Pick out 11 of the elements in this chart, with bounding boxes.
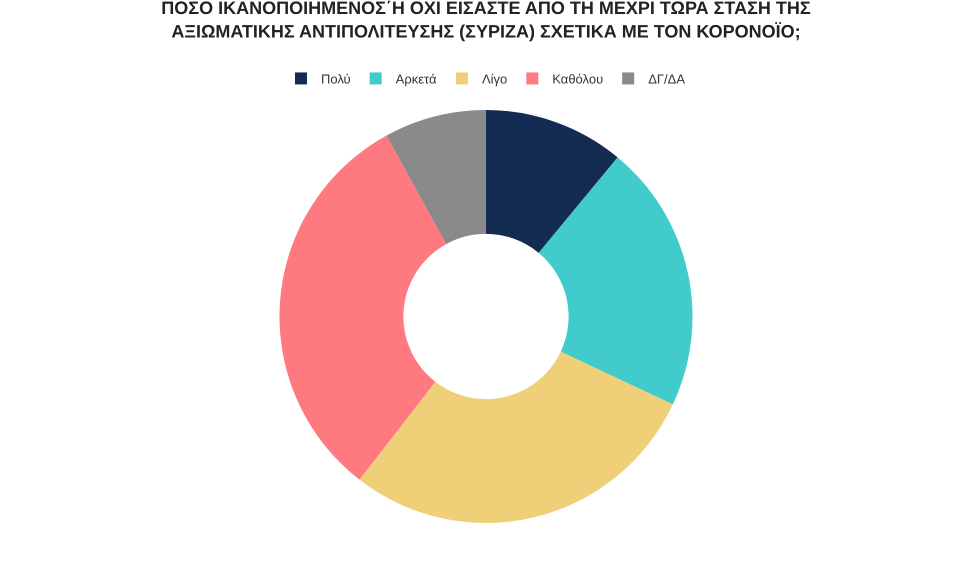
donut-slice bbox=[486, 110, 618, 253]
donut-slice bbox=[386, 110, 486, 244]
donut-slice bbox=[280, 136, 446, 480]
donut-slice bbox=[359, 352, 673, 523]
legend-label: Πολύ bbox=[321, 72, 351, 86]
legend-label: Αρκετά bbox=[396, 72, 437, 86]
chart-title: ΠΟΣΟ ΙΚΑΝΟΠΟΙΗΜΕΝΟΣ΄Η ΟΧΙ ΕΙΣΑΣΤΕ ΑΠΟ ΤΗ ΜΕΧΡΙ ΤΩΡΑ ΣΤΑΣΗ ΤΗΣ ΑΞΙΩΜΑΤΙΚΗΣ ΑΝΤΙΠΟΛΙΤΕΥΣΗΣ (ΣΥΡΙΖΑ) ΣΧΕΤΙΚΑ ΜΕ ΤΟΝ ΚΟΡΟΝΟΪΟ; bbox=[161, 0, 811, 42]
legend-label: Λίγο bbox=[482, 72, 508, 86]
legend-label: ΔΓ/ΔΑ bbox=[648, 72, 686, 86]
donut-slice bbox=[538, 157, 692, 404]
legend-label: Καθόλου bbox=[552, 72, 604, 86]
